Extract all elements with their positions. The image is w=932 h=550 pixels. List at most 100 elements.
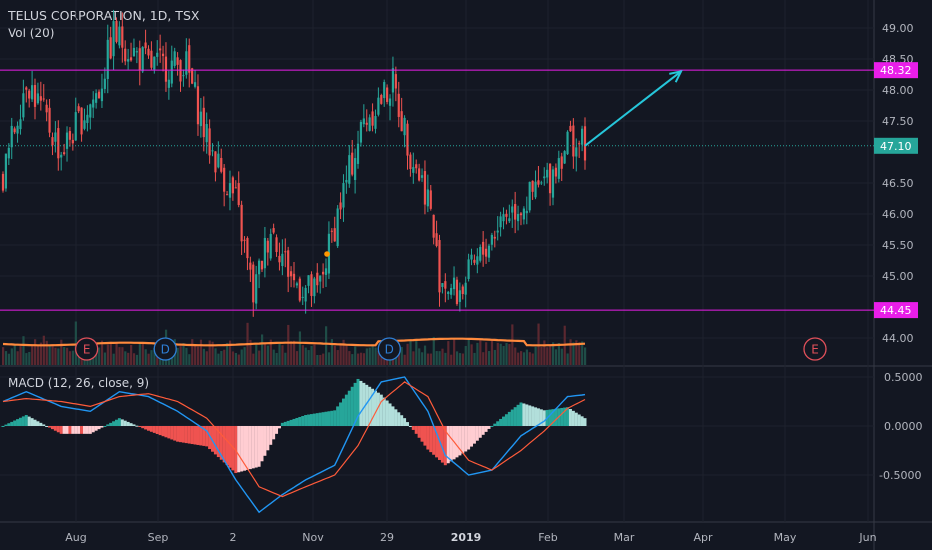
time-tick-label: 2019 <box>451 531 482 544</box>
macd-hist-bar <box>554 408 558 426</box>
volume-bar <box>578 342 581 365</box>
candle-body <box>583 126 587 161</box>
macd-hist-bar <box>91 426 95 433</box>
volume-bar <box>51 344 54 365</box>
volume-bar <box>281 345 284 365</box>
macd-hist-bar <box>536 408 540 426</box>
candle-body <box>403 117 406 136</box>
volume-bar <box>450 354 453 365</box>
volume-bar <box>293 340 296 365</box>
macd-hist-bar <box>245 426 249 470</box>
macd-hist-bar <box>103 426 107 427</box>
volume-bar <box>112 353 115 365</box>
macd-hist-bar <box>251 426 255 469</box>
candle-body <box>118 26 121 46</box>
candle-body <box>97 91 101 99</box>
macd-hist-bar <box>513 407 517 426</box>
volume-bar <box>7 353 11 365</box>
candle-body <box>423 171 427 205</box>
macd-hist-bar <box>77 426 81 434</box>
volume-bar <box>421 352 424 365</box>
volume-bar <box>540 346 543 365</box>
macd-hist-bar <box>560 407 564 426</box>
macd-hist-bar <box>534 407 538 426</box>
volume-bar <box>476 342 479 365</box>
candle-body <box>159 48 162 51</box>
volume-bar <box>226 343 229 365</box>
candle-body <box>534 181 537 198</box>
candle-body <box>217 153 220 168</box>
dividend-marker-circle <box>153 337 177 361</box>
candle-body <box>42 98 45 100</box>
macd-hist-bar <box>519 402 523 426</box>
candle-body <box>336 208 339 247</box>
macd-hist-bar <box>138 426 142 427</box>
volume-bar <box>298 331 302 365</box>
candle-body <box>313 278 316 297</box>
candle-body <box>479 246 482 261</box>
candle-body <box>429 190 432 209</box>
candle-body <box>461 286 464 295</box>
macd-hist-bar <box>292 418 296 426</box>
price-tag <box>874 62 918 79</box>
macd-tick-label: 0.0000 <box>884 420 923 433</box>
price-tick-label: 45.00 <box>882 270 914 283</box>
volume-bar <box>584 347 587 365</box>
volume-bar <box>482 352 485 365</box>
macd-hist-bar <box>426 426 430 450</box>
candle-body <box>269 233 272 259</box>
candle-body <box>65 132 69 149</box>
macd-hist-bar <box>286 420 290 426</box>
price-tick-label: 46.00 <box>882 208 914 221</box>
candle-body <box>129 57 133 61</box>
macd-hist-bar <box>199 426 203 446</box>
volume-bar <box>354 346 357 365</box>
candle-body <box>467 259 470 279</box>
candle-body <box>455 279 459 304</box>
volume-bar <box>39 342 43 365</box>
candle-body <box>426 189 429 207</box>
candle-body <box>537 180 540 185</box>
candle-body <box>185 51 188 75</box>
candle-body <box>484 248 488 257</box>
volume-bar <box>19 346 22 365</box>
volume-bar <box>231 351 235 365</box>
candle-body <box>450 288 453 295</box>
volume-bar <box>95 347 98 365</box>
macd-hist-bar <box>167 426 171 439</box>
volume-bar <box>342 339 345 365</box>
macd-histogram <box>1 378 587 474</box>
macd-hist-bar <box>312 413 316 426</box>
volume-bar <box>258 350 261 365</box>
candle-body <box>380 95 383 104</box>
volume-bar <box>13 344 16 365</box>
macd-hist-bar <box>7 423 11 426</box>
candle-body <box>16 125 19 134</box>
macd-hist-bar <box>234 426 238 474</box>
macd-hist-bar <box>391 406 395 426</box>
candle-body <box>115 20 118 42</box>
volume-bar <box>301 345 304 365</box>
macd-hist-bar <box>455 426 459 458</box>
candle-body <box>557 158 560 179</box>
volume-bar <box>176 347 179 365</box>
macd-hist-bar <box>580 416 584 426</box>
macd-hist-bar <box>231 426 235 471</box>
volume-ma-line <box>2 337 586 347</box>
macd-hist-bar <box>132 424 136 426</box>
candle-body <box>57 128 60 159</box>
candle-body <box>287 250 290 277</box>
candle-body <box>22 93 25 118</box>
volume-bar <box>485 342 488 365</box>
price-tag-label: 44.45 <box>880 304 912 317</box>
macd-hist-bar <box>158 426 162 436</box>
volume-bar <box>496 342 499 365</box>
candle-body <box>260 260 264 270</box>
projection-arrow <box>584 70 682 147</box>
macd-line <box>2 376 586 514</box>
volume-bar <box>275 353 278 365</box>
candle-body <box>272 228 275 233</box>
macd-hist-bar <box>397 412 401 426</box>
candle-body <box>458 290 461 302</box>
